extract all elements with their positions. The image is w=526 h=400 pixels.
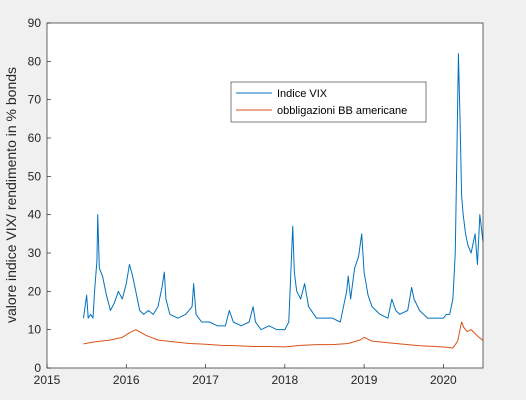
y-tick-label: 30 bbox=[28, 246, 42, 260]
legend-box bbox=[230, 81, 427, 123]
y-tick-label: 10 bbox=[28, 323, 42, 337]
legend-label-vix: Indice VIX bbox=[277, 88, 328, 100]
y-tick-label: 20 bbox=[28, 284, 42, 298]
y-tick-label: 40 bbox=[28, 208, 42, 222]
y-tick-label: 0 bbox=[34, 361, 41, 375]
ticks-layer: 2015 2016 2017 2018 2019 2020 0 10 20 30 40 50 60 70 8… bbox=[28, 16, 457, 387]
series-line-bonds bbox=[83, 321, 484, 349]
y-tick-label: 60 bbox=[28, 131, 42, 145]
legend: Indice VIX obbligazioni BB americane bbox=[230, 81, 427, 123]
legend-label-bonds: obbligazioni BB americane bbox=[277, 105, 407, 117]
x-tick-label: 2016 bbox=[113, 373, 140, 387]
y-axis-label: valore indice VIX/ rendimento in % bonds bbox=[3, 67, 19, 323]
plot-area bbox=[47, 23, 483, 368]
series-line-vix bbox=[82, 53, 484, 331]
x-tick-label: 2019 bbox=[351, 373, 378, 387]
axes-box bbox=[46, 22, 484, 369]
y-tick-label: 80 bbox=[28, 54, 42, 68]
y-tick-label: 90 bbox=[28, 16, 42, 30]
y-tick-label: 70 bbox=[28, 93, 42, 107]
x-tick-label: 2018 bbox=[271, 373, 298, 387]
series-layer bbox=[82, 53, 484, 349]
x-tick-label: 2020 bbox=[430, 373, 457, 387]
y-tick-label: 50 bbox=[28, 169, 42, 183]
x-tick-label: 2015 bbox=[34, 373, 61, 387]
x-tick-label: 2017 bbox=[192, 373, 219, 387]
